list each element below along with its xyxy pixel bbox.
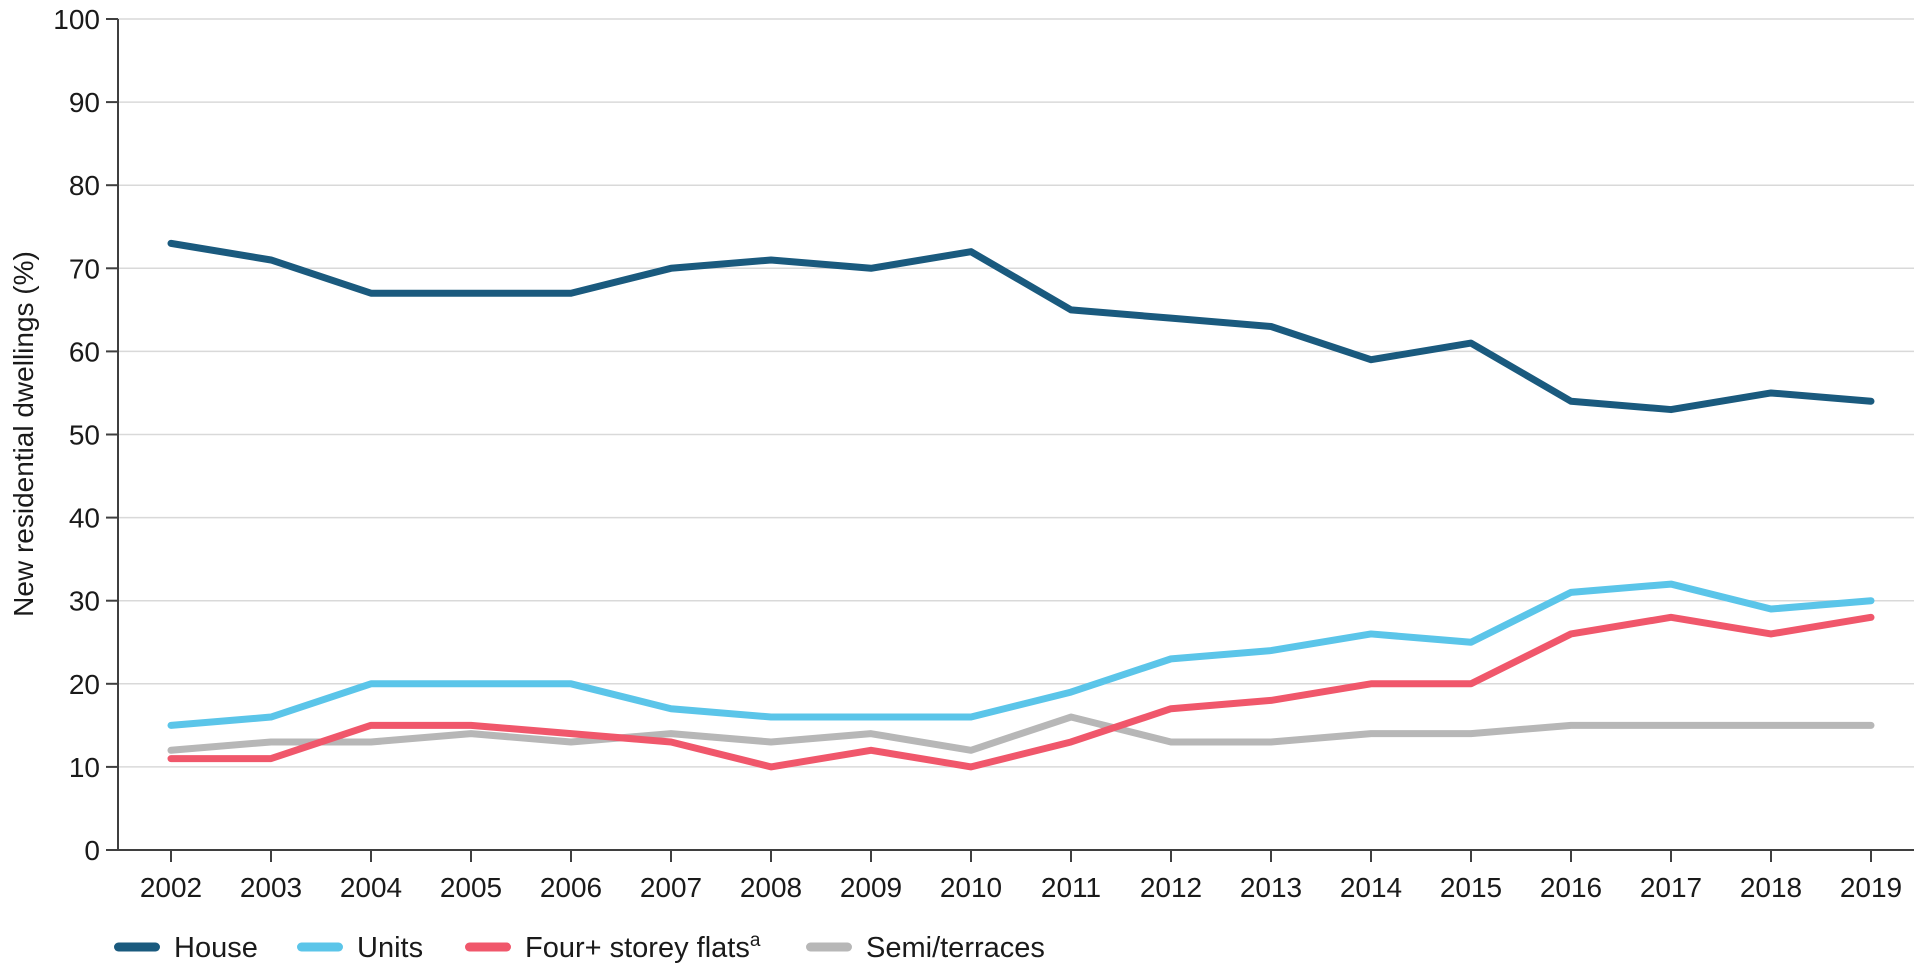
x-tick-label: 2009 [840, 872, 902, 903]
x-tick-label: 2008 [740, 872, 802, 903]
series-line-units [167, 580, 1875, 729]
legend-label-four-storey-flats: Four+ storey flatsa [525, 930, 761, 964]
legend-marker-four-storey-flats [465, 942, 511, 952]
series-line-semi-terraces [167, 713, 1875, 754]
y-tick-label: 0 [84, 835, 100, 866]
gridlines-group [118, 18, 1914, 768]
axes-group: 0 10 20 30 40 50 60 70 80 90 100 2002 2003 2004 2005 20… [53, 4, 1914, 903]
y-tick-label: 30 [69, 586, 100, 617]
legend-marker-semi-terraces [806, 942, 852, 952]
series-line-house [167, 239, 1875, 414]
y-tick-label: 80 [69, 170, 100, 201]
y-axis-title: New residential dwellings (%) [8, 251, 39, 617]
x-tick-label: 2011 [1041, 872, 1101, 903]
x-tick-label: 2014 [1340, 872, 1402, 903]
x-tick-label: 2017 [1640, 872, 1702, 903]
x-tick-label: 2012 [1140, 872, 1202, 903]
legend-marker-units [297, 942, 343, 952]
legend: House Units Four+ storey flatsa Semi/terrac… [114, 930, 1045, 964]
x-tick-label: 2004 [340, 872, 402, 903]
x-tick-label: 2018 [1740, 872, 1802, 903]
legend-label-house: House [174, 932, 258, 964]
x-tick-label: 2019 [1840, 872, 1902, 903]
y-tick-label: 20 [69, 669, 100, 700]
x-tick-label: 2006 [540, 872, 602, 903]
legend-label-superscript: a [750, 930, 761, 951]
x-tick-label: 2016 [1540, 872, 1602, 903]
x-tick-label: 2010 [940, 872, 1002, 903]
y-tick-label: 60 [69, 336, 100, 367]
y-tick-label: 70 [69, 253, 100, 284]
y-tick-label: 90 [69, 87, 100, 118]
series-group [167, 239, 1875, 771]
y-tick-label: 10 [69, 752, 100, 783]
x-tick-label: 2002 [140, 872, 202, 903]
x-tick-label: 2013 [1240, 872, 1302, 903]
legend-label-semi-terraces: Semi/terraces [866, 932, 1045, 964]
y-tick-label: 50 [69, 420, 100, 451]
legend-marker-house [114, 942, 160, 952]
x-tick-label: 2003 [240, 872, 302, 903]
x-tick-label: 2005 [440, 872, 502, 903]
x-tick-label: 2015 [1440, 872, 1502, 903]
x-tick-label: 2007 [640, 872, 702, 903]
series-line-four-storey-flats [167, 613, 1875, 771]
y-tick-label: 100 [53, 4, 100, 35]
y-tick-label: 40 [69, 503, 100, 534]
legend-label-units: Units [357, 932, 423, 964]
